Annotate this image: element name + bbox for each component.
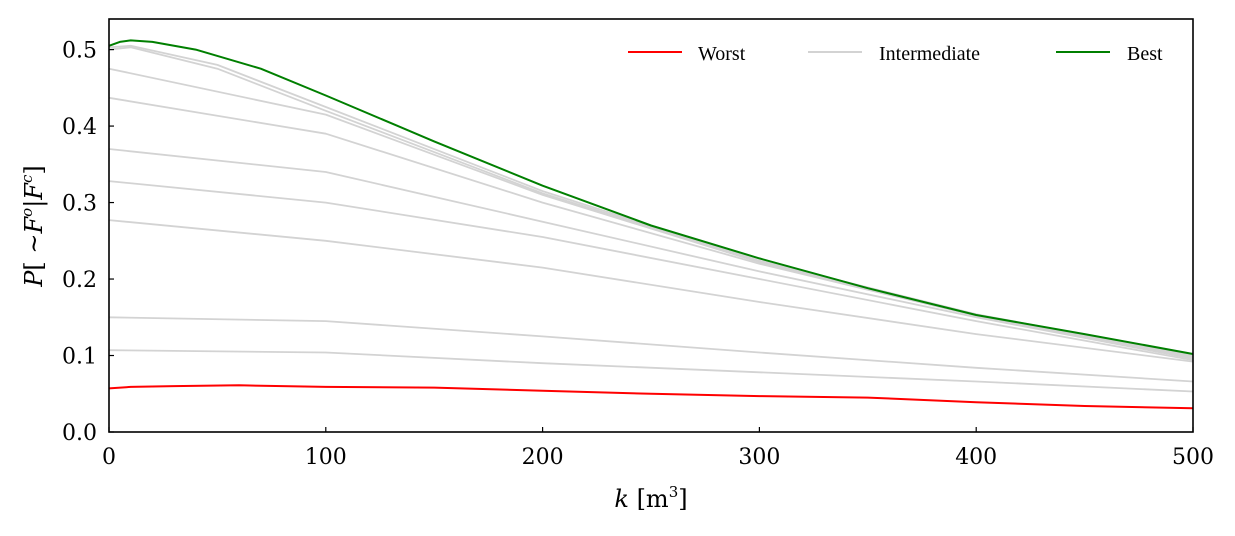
- x-tick-label: 200: [522, 445, 564, 470]
- series-line-intermediate-1: [108, 349, 1194, 393]
- legend: Worst Intermediate Best: [628, 43, 1163, 65]
- x-tick-label: 500: [1172, 445, 1214, 470]
- y-tick-label: 0.3: [62, 192, 97, 217]
- y-axis-sup2: c: [18, 174, 36, 183]
- series-line-best: [108, 39, 1194, 355]
- x-axis-unit-open: [m: [629, 485, 669, 513]
- legend-label-intermediate: Intermediate: [879, 43, 980, 65]
- x-axis-unit-close: ]: [678, 485, 687, 513]
- y-axis-close: ]: [20, 165, 48, 174]
- series-line-intermediate-2: [108, 316, 1194, 383]
- series-line-intermediate-4: [108, 180, 1194, 361]
- plot-frame: [108, 18, 1194, 433]
- y-axis-sup1: o: [18, 208, 36, 217]
- y-axis-title: P[ ~Fo|Fc]: [18, 165, 49, 287]
- x-tick-label: 400: [955, 445, 997, 470]
- series-layer: [108, 39, 1194, 410]
- series-line-intermediate-3: [108, 219, 1194, 363]
- x-axis-var: k: [614, 485, 629, 513]
- y-axis-open: [ ~: [20, 233, 48, 270]
- series-line-intermediate-8: [108, 46, 1194, 358]
- y-axis-f2: F: [20, 182, 48, 201]
- y-axis-p: P: [20, 270, 48, 288]
- series-line-intermediate-7: [108, 67, 1194, 358]
- y-tick-label: 0.2: [62, 268, 97, 293]
- y-axis-bar: |: [20, 200, 49, 208]
- legend-label-best: Best: [1127, 43, 1163, 65]
- y-tick-label: 0.5: [62, 39, 97, 64]
- y-axis-f1: F: [20, 215, 48, 234]
- series-line-intermediate-9: [108, 44, 1194, 357]
- x-tick-label: 100: [305, 445, 347, 470]
- series-line-intermediate-5: [108, 148, 1194, 360]
- series-line-worst: [108, 384, 1194, 410]
- legend-label-worst: Worst: [698, 43, 746, 65]
- y-tick-label: 0.4: [62, 115, 97, 140]
- y-tick-label: 0.0: [62, 421, 97, 446]
- x-axis-title: k [m3]: [614, 483, 687, 513]
- x-axis-unit-sup: 3: [669, 483, 679, 501]
- axis-ticks: 0 100 200 300 400 500 0.0 0.1 0.2 0.3 0.4 0.5: [62, 39, 1214, 470]
- x-tick-label: 300: [738, 445, 780, 470]
- y-tick-label: 0.1: [62, 345, 97, 370]
- x-tick-label: 0: [102, 445, 116, 470]
